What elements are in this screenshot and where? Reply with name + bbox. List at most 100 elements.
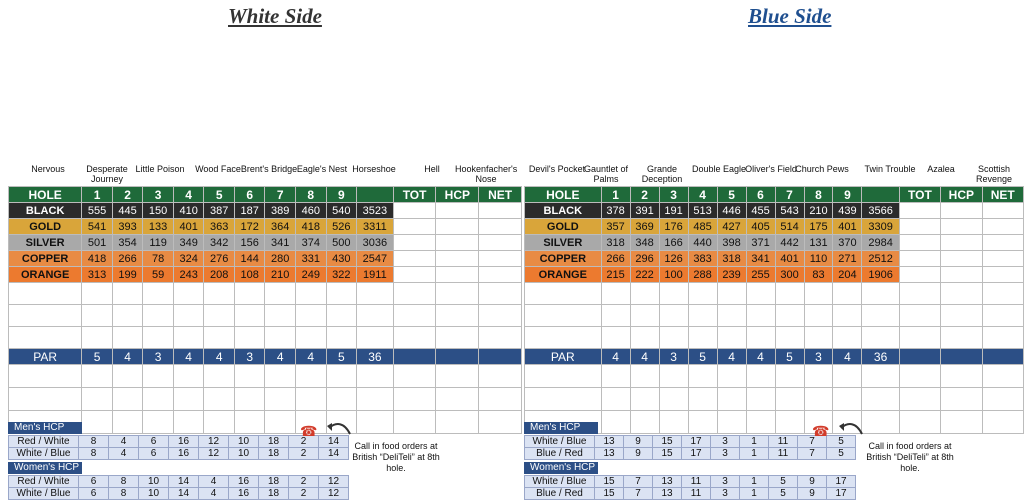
score-cell[interactable] <box>524 282 602 305</box>
score-cell[interactable] <box>295 364 327 388</box>
score-cell[interactable] <box>7 326 83 349</box>
score-cell[interactable] <box>203 282 235 305</box>
score-cell[interactable] <box>295 326 327 349</box>
score-cell[interactable] <box>478 364 522 388</box>
score-cell[interactable] <box>392 326 437 349</box>
score-cell[interactable] <box>233 364 266 388</box>
score-cell[interactable] <box>658 326 689 349</box>
score-cell[interactable] <box>325 326 358 349</box>
score-cell[interactable] <box>203 304 235 327</box>
score-cell[interactable] <box>81 304 113 327</box>
score-cell[interactable] <box>981 282 1024 305</box>
score-cell[interactable] <box>940 410 983 434</box>
score-cell[interactable] <box>142 364 174 388</box>
score-cell[interactable] <box>478 282 522 305</box>
score-cell[interactable] <box>7 387 83 411</box>
score-cell[interactable] <box>803 387 834 411</box>
score-cell[interactable] <box>356 387 394 411</box>
score-cell[interactable] <box>716 326 747 349</box>
score-cell[interactable] <box>524 326 602 349</box>
score-cell[interactable] <box>172 304 205 327</box>
score-cell[interactable] <box>524 387 602 411</box>
score-cell[interactable] <box>7 304 83 327</box>
score-cell[interactable] <box>111 410 144 434</box>
score-cell[interactable] <box>478 326 522 349</box>
score-cell[interactable] <box>600 364 631 388</box>
score-cell[interactable] <box>142 304 174 327</box>
score-cell[interactable] <box>81 364 113 388</box>
score-cell[interactable] <box>898 410 942 434</box>
score-cell[interactable] <box>898 282 942 305</box>
score-cell[interactable] <box>832 282 863 305</box>
score-cell[interactable] <box>392 304 437 327</box>
score-cell[interactable] <box>111 326 144 349</box>
score-cell[interactable] <box>392 410 437 434</box>
score-cell[interactable] <box>774 410 805 434</box>
score-cell[interactable] <box>981 387 1024 411</box>
score-cell[interactable] <box>81 387 113 411</box>
score-cell[interactable] <box>774 326 805 349</box>
score-cell[interactable] <box>172 282 205 305</box>
score-cell[interactable] <box>629 304 660 327</box>
score-cell[interactable] <box>981 364 1024 388</box>
score-cell[interactable] <box>774 282 805 305</box>
score-cell[interactable] <box>898 364 942 388</box>
score-cell[interactable] <box>435 282 480 305</box>
score-cell[interactable] <box>803 326 834 349</box>
score-cell[interactable] <box>898 326 942 349</box>
score-cell[interactable] <box>295 282 327 305</box>
score-cell[interactable] <box>629 410 660 434</box>
score-cell[interactable] <box>325 364 358 388</box>
score-cell[interactable] <box>524 304 602 327</box>
score-cell[interactable] <box>264 282 296 305</box>
score-cell[interactable] <box>658 410 689 434</box>
score-cell[interactable] <box>687 364 718 388</box>
score-cell[interactable] <box>233 410 266 434</box>
score-cell[interactable] <box>142 410 174 434</box>
score-cell[interactable] <box>81 282 113 305</box>
score-cell[interactable] <box>861 364 900 388</box>
score-cell[interactable] <box>940 326 983 349</box>
score-cell[interactable] <box>629 326 660 349</box>
score-cell[interactable] <box>435 387 480 411</box>
score-cell[interactable] <box>435 304 480 327</box>
score-cell[interactable] <box>803 282 834 305</box>
score-cell[interactable] <box>356 410 394 434</box>
score-cell[interactable] <box>203 364 235 388</box>
score-cell[interactable] <box>774 387 805 411</box>
score-cell[interactable] <box>687 304 718 327</box>
score-cell[interactable] <box>392 387 437 411</box>
score-cell[interactable] <box>172 387 205 411</box>
score-cell[interactable] <box>264 326 296 349</box>
score-cell[interactable] <box>356 282 394 305</box>
score-cell[interactable] <box>861 326 900 349</box>
score-cell[interactable] <box>325 387 358 411</box>
score-cell[interactable] <box>172 410 205 434</box>
score-cell[interactable] <box>233 387 266 411</box>
score-cell[interactable] <box>687 326 718 349</box>
score-cell[interactable] <box>600 304 631 327</box>
score-cell[interactable] <box>600 410 631 434</box>
score-cell[interactable] <box>524 364 602 388</box>
score-cell[interactable] <box>861 410 900 434</box>
score-cell[interactable] <box>687 282 718 305</box>
score-cell[interactable] <box>981 410 1024 434</box>
score-cell[interactable] <box>745 282 776 305</box>
score-cell[interactable] <box>629 364 660 388</box>
score-cell[interactable] <box>233 304 266 327</box>
score-cell[interactable] <box>233 282 266 305</box>
score-cell[interactable] <box>745 387 776 411</box>
score-cell[interactable] <box>898 304 942 327</box>
score-cell[interactable] <box>435 364 480 388</box>
score-cell[interactable] <box>325 304 358 327</box>
score-cell[interactable] <box>600 326 631 349</box>
score-cell[interactable] <box>803 304 834 327</box>
score-cell[interactable] <box>478 387 522 411</box>
score-cell[interactable] <box>716 282 747 305</box>
score-cell[interactable] <box>142 282 174 305</box>
score-cell[interactable] <box>687 410 718 434</box>
score-cell[interactable] <box>111 387 144 411</box>
score-cell[interactable] <box>716 364 747 388</box>
score-cell[interactable] <box>142 326 174 349</box>
score-cell[interactable] <box>716 410 747 434</box>
